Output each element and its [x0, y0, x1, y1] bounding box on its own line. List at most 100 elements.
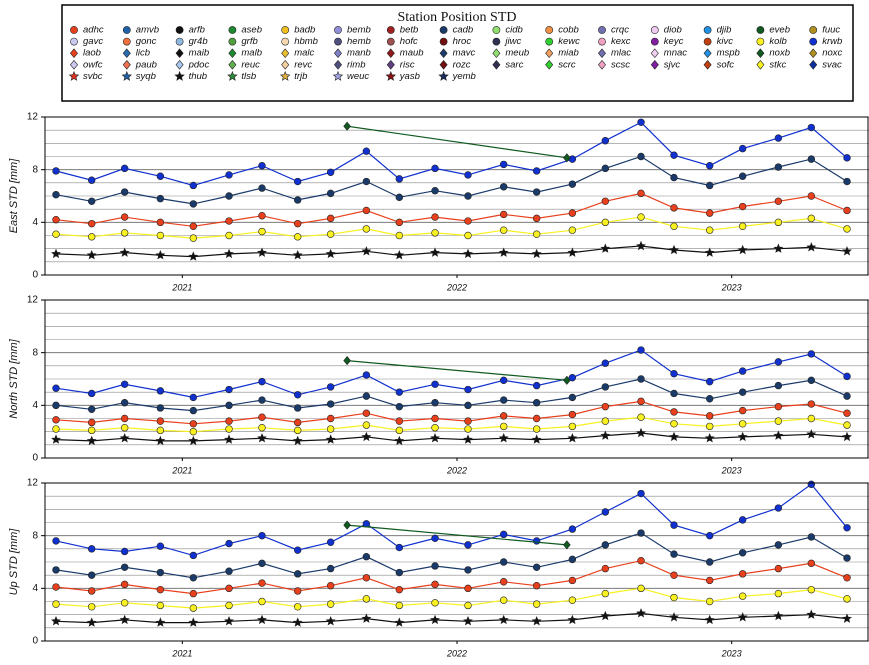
data-point: [670, 173, 678, 182]
data-point: [670, 408, 678, 416]
data-point: [807, 480, 816, 489]
data-point: [498, 433, 509, 443]
data-point: [258, 424, 266, 432]
data-point: [189, 574, 198, 582]
legend-marker: [281, 37, 290, 46]
data-point: [292, 435, 303, 446]
data-point: [738, 549, 747, 557]
legend-label: pdoc: [188, 59, 210, 70]
legend-label: weuc: [347, 71, 369, 82]
data-point: [637, 118, 645, 126]
data-point: [189, 406, 198, 415]
data-point: [532, 563, 541, 571]
data-point: [343, 356, 351, 366]
data-point: [120, 547, 129, 556]
data-point: [394, 435, 405, 446]
y-tick-label: 4: [32, 400, 38, 411]
data-point: [120, 229, 129, 237]
legend-marker: [70, 60, 78, 70]
data-point: [670, 389, 678, 398]
legend-label: djib: [717, 25, 732, 36]
series-line: [55, 349, 848, 399]
data-point: [293, 546, 302, 554]
data-point: [120, 414, 129, 423]
legend-label: syqb: [136, 71, 156, 82]
data-point: [156, 417, 165, 425]
legend-marker: [598, 60, 606, 70]
data-point: [430, 614, 440, 625]
data-point: [563, 375, 571, 385]
data-point: [119, 433, 130, 443]
data-point: [499, 558, 508, 566]
data-point: [120, 213, 129, 221]
legend-marker: [228, 60, 237, 70]
data-point: [464, 192, 472, 200]
data-point: [738, 516, 747, 524]
data-point: [362, 595, 371, 603]
legend-label: cadb: [453, 25, 474, 36]
data-point: [807, 400, 816, 408]
legend-marker: [492, 60, 501, 70]
legend-marker: [332, 70, 344, 81]
y-axis-label: North STD [mm]: [8, 338, 20, 418]
data-point: [669, 612, 679, 622]
legend-marker: [703, 48, 712, 58]
data-point: [843, 225, 851, 233]
data-point: [156, 542, 165, 550]
data-point: [531, 434, 542, 444]
data-point: [87, 603, 96, 611]
legend-label: gr4b: [189, 36, 208, 47]
data-point: [843, 372, 851, 381]
data-point: [87, 426, 96, 435]
data-point: [600, 430, 611, 440]
legend-label: kexc: [611, 36, 631, 47]
legend-marker: [279, 70, 291, 81]
data-point: [189, 420, 198, 428]
data-point: [120, 424, 129, 432]
data-point: [738, 222, 747, 230]
legend-marker: [70, 37, 78, 46]
data-point: [225, 425, 233, 433]
data-point: [563, 540, 571, 550]
data-point: [326, 189, 335, 198]
data-point: [224, 434, 234, 444]
data-point: [499, 183, 508, 191]
data-point: [499, 210, 508, 219]
data-point: [636, 240, 646, 251]
legend-label: bemb: [347, 25, 371, 36]
data-point: [499, 422, 508, 431]
legend-marker: [756, 60, 765, 70]
legend-label: kivc: [717, 36, 734, 47]
series-line: [55, 192, 848, 227]
data-point: [705, 181, 714, 190]
data-point: [225, 217, 233, 225]
data-point: [532, 399, 541, 407]
legend-marker: [122, 48, 131, 58]
data-point: [464, 425, 472, 433]
legend-marker: [334, 26, 342, 34]
data-point: [156, 426, 165, 435]
x-tick-label: 2023: [721, 465, 742, 475]
data-point: [637, 556, 645, 565]
legend-marker: [439, 60, 448, 70]
data-point: [499, 160, 508, 169]
data-point: [431, 229, 439, 237]
legend-marker: [386, 48, 395, 58]
data-point: [156, 601, 165, 610]
data-point: [395, 218, 404, 227]
data-point: [326, 414, 335, 423]
data-point: [258, 212, 266, 220]
data-point: [705, 531, 714, 540]
data-point: [637, 189, 645, 198]
data-point: [843, 409, 851, 417]
data-point: [705, 162, 714, 170]
legend-marker: [545, 37, 554, 46]
legend-marker: [438, 70, 449, 81]
legend-label: rozc: [453, 59, 471, 70]
legend-label: arfb: [189, 25, 205, 36]
legend-label: yemb: [452, 71, 476, 82]
data-point: [293, 219, 302, 228]
legend-marker: [492, 48, 501, 58]
data-point: [156, 172, 165, 180]
data-point: [431, 580, 439, 589]
